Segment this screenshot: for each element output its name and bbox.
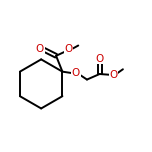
Text: O: O: [36, 44, 44, 54]
Text: O: O: [65, 44, 73, 54]
Text: O: O: [72, 68, 80, 78]
Text: O: O: [95, 54, 104, 64]
Text: O: O: [109, 70, 117, 80]
